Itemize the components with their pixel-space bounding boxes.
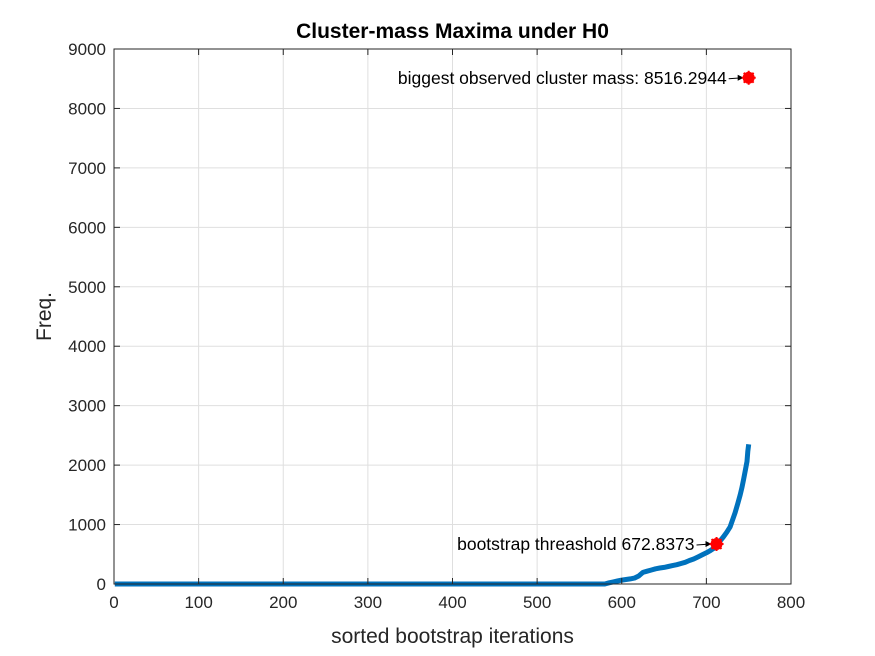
x-tick-label: 500 — [523, 593, 551, 612]
x-tick-label: 200 — [269, 593, 297, 612]
y-tick-label: 7000 — [68, 159, 106, 178]
y-axis-title: Freq. — [33, 292, 56, 341]
marker-spoke — [715, 538, 723, 545]
marker-label: bootstrap threashold 672.8373 — [457, 534, 694, 554]
y-tick-label: 2000 — [68, 456, 106, 475]
y-tick-label: 3000 — [68, 397, 106, 416]
series-layer — [114, 443, 752, 587]
data-marker — [741, 70, 756, 85]
y-tick-label: 4000 — [68, 337, 106, 356]
chart-title: Cluster-mass Maxima under H0 — [296, 20, 609, 43]
marker-label: biggest observed cluster mass: 8516.2944 — [398, 68, 727, 88]
marker-spoke — [747, 72, 755, 79]
x-tick-label: 400 — [438, 593, 466, 612]
y-tick-label: 6000 — [68, 218, 106, 237]
series-line — [114, 443, 752, 587]
x-tick-label: 700 — [692, 593, 720, 612]
y-tick-label: 0 — [97, 575, 106, 594]
x-tick-label: 600 — [608, 593, 636, 612]
x-tick-label: 300 — [354, 593, 382, 612]
marker-arrowhead — [737, 74, 744, 81]
y-tick-label: 1000 — [68, 516, 106, 535]
ticks: 0 100 200 300 400 500 600 700 800010002000300040… — [68, 40, 805, 612]
annotations: bootstrap threashold 672.8373 biggest obs… — [398, 68, 756, 554]
y-tick-label: 8000 — [68, 99, 106, 118]
x-tick-label: 100 — [184, 593, 212, 612]
y-tick-label: 5000 — [68, 278, 106, 297]
x-tick-label: 800 — [777, 593, 805, 612]
y-tick-label: 9000 — [68, 40, 106, 59]
marker-arrowhead — [705, 541, 712, 548]
x-axis-title: sorted bootstrap iterations — [331, 625, 574, 648]
x-tick-label: 0 — [109, 593, 118, 612]
data-marker — [709, 537, 724, 552]
